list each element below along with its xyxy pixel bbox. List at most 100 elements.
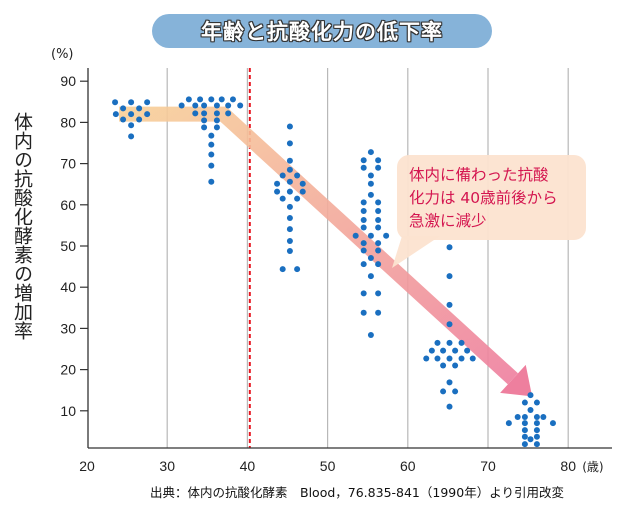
data-point xyxy=(360,247,367,254)
y-tick-label: 10 xyxy=(60,403,76,419)
data-point xyxy=(446,321,453,328)
data-point xyxy=(360,309,367,316)
data-point xyxy=(505,420,512,427)
data-point xyxy=(514,413,521,420)
chart-title-banner: 年齢と抗酸化力の低下率 xyxy=(152,14,492,48)
data-point xyxy=(286,178,293,185)
data-point xyxy=(286,140,293,147)
data-point xyxy=(279,266,286,273)
data-point xyxy=(237,102,244,109)
data-point xyxy=(225,102,232,109)
data-point xyxy=(464,347,471,354)
source-citation: 出典：体内の抗酸化酵素 Blood，76.835-841（1990年）より引用改… xyxy=(150,485,564,500)
data-point xyxy=(367,232,374,239)
data-point xyxy=(213,102,220,109)
callout-tail xyxy=(392,236,440,268)
data-point xyxy=(375,309,382,316)
data-point xyxy=(128,122,135,129)
data-point xyxy=(375,224,382,231)
data-point xyxy=(367,180,374,187)
data-point xyxy=(136,105,143,112)
data-point xyxy=(286,203,293,210)
data-point xyxy=(446,379,453,386)
data-point xyxy=(367,149,374,156)
data-point xyxy=(128,99,135,106)
data-point xyxy=(469,355,476,362)
data-point xyxy=(423,355,430,362)
data-point xyxy=(367,172,374,179)
data-point xyxy=(521,427,528,434)
data-point xyxy=(360,157,367,164)
y-tick-label: 40 xyxy=(60,279,76,295)
data-point xyxy=(446,339,453,346)
data-point xyxy=(452,388,459,395)
data-point xyxy=(229,96,236,103)
data-point xyxy=(120,116,127,123)
data-point xyxy=(434,355,441,362)
data-point xyxy=(213,110,220,117)
data-point xyxy=(213,124,220,131)
data-point xyxy=(208,162,215,169)
chart-title: 年齢と抗酸化力の低下率 xyxy=(201,20,443,44)
data-point xyxy=(201,124,208,131)
x-tick-label: 30 xyxy=(159,458,175,474)
data-point xyxy=(360,164,367,171)
data-point xyxy=(218,96,225,103)
data-point xyxy=(360,199,367,206)
data-point xyxy=(452,347,459,354)
data-point xyxy=(375,157,382,164)
data-point xyxy=(527,436,534,443)
data-point xyxy=(375,164,382,171)
data-point xyxy=(428,347,435,354)
data-point xyxy=(360,261,367,268)
x-tick-label: 50 xyxy=(320,458,336,474)
data-point xyxy=(446,403,453,410)
data-point xyxy=(521,399,528,406)
data-point xyxy=(521,420,528,427)
data-point xyxy=(299,180,306,187)
data-point xyxy=(294,266,301,273)
data-point xyxy=(540,413,547,420)
data-point xyxy=(549,420,556,427)
data-point xyxy=(128,133,135,140)
data-point xyxy=(375,207,382,214)
data-point xyxy=(521,413,528,420)
data-point xyxy=(521,433,528,440)
data-point xyxy=(225,110,232,117)
data-point xyxy=(360,290,367,297)
y-tick-label: 20 xyxy=(60,362,76,378)
y-tick-label: 80 xyxy=(60,114,76,130)
data-point xyxy=(521,441,528,448)
data-point xyxy=(208,96,215,103)
data-point xyxy=(446,244,453,251)
data-point xyxy=(185,96,192,103)
data-point xyxy=(279,195,286,202)
data-point xyxy=(533,433,540,440)
data-point xyxy=(360,224,367,231)
y-tick-label: 90 xyxy=(60,73,76,89)
data-point xyxy=(286,214,293,221)
y-axis-unit: (%) xyxy=(51,47,74,62)
data-point xyxy=(208,151,215,158)
data-point xyxy=(274,188,281,195)
data-point xyxy=(440,388,447,395)
data-point xyxy=(178,102,185,109)
data-point xyxy=(208,141,215,148)
data-point xyxy=(533,441,540,448)
data-point xyxy=(375,247,382,254)
x-tick-label: 20 xyxy=(79,458,95,474)
x-tick-label: 80 xyxy=(560,458,576,474)
y-tick-label: 50 xyxy=(60,238,76,254)
data-point xyxy=(367,254,374,261)
data-point xyxy=(458,355,465,362)
data-point xyxy=(446,273,453,280)
data-point xyxy=(128,111,135,118)
data-point xyxy=(279,172,286,179)
data-point xyxy=(360,240,367,247)
data-point xyxy=(120,105,127,112)
data-point xyxy=(294,172,301,179)
trend-arrow-head xyxy=(500,364,533,397)
data-point xyxy=(367,331,374,338)
callout-box xyxy=(397,155,586,240)
